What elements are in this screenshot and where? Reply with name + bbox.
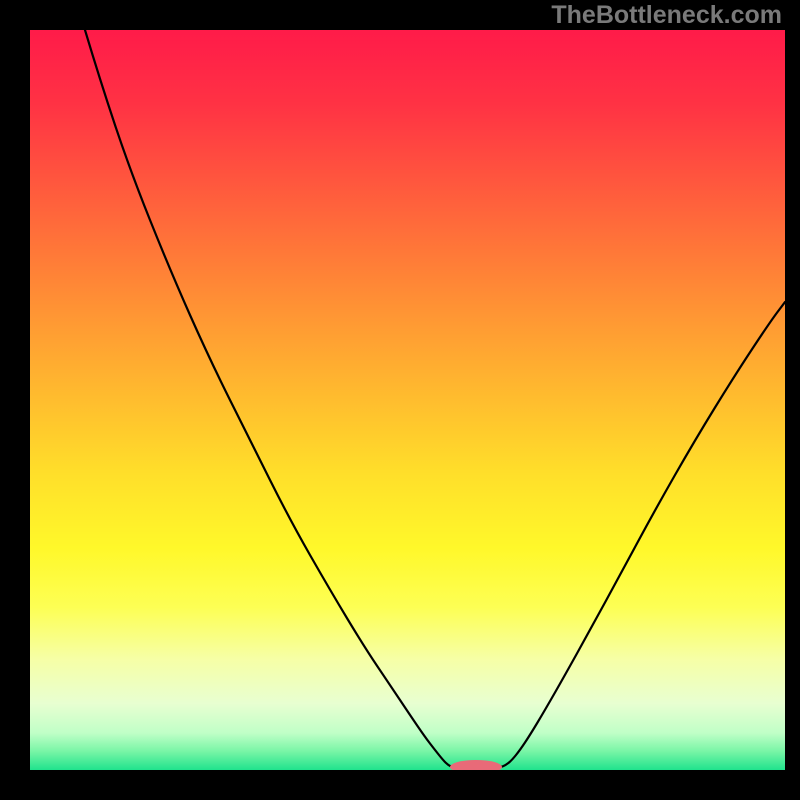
bottleneck-chart: [0, 0, 800, 800]
optimal-zone-marker: [450, 760, 502, 774]
chart-frame: TheBottleneck.com: [0, 0, 800, 800]
watermark-text: TheBottleneck.com: [551, 1, 782, 30]
gradient-background: [30, 30, 785, 770]
